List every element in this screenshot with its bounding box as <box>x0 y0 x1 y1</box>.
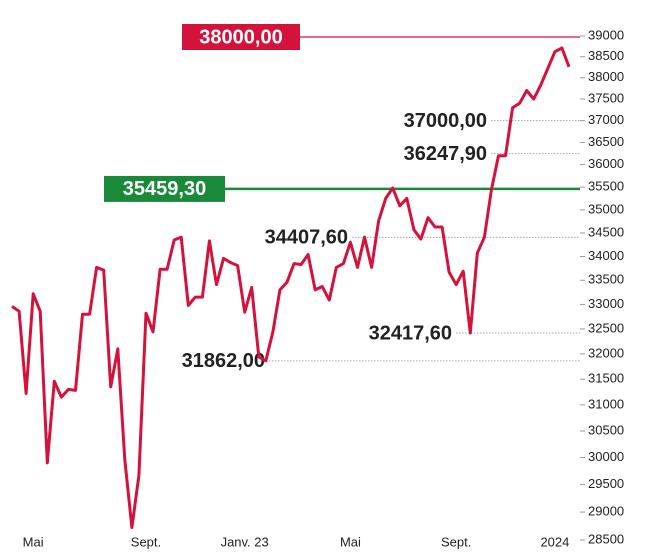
y-tick-label: 35500 <box>588 179 624 194</box>
y-tick-label: 39000 <box>588 27 624 42</box>
annotation-label: 37000,00 <box>404 110 487 132</box>
reference-label: 35459,30 <box>123 178 206 200</box>
y-tick-label: 32500 <box>588 320 624 335</box>
x-tick-label: Sept. <box>441 534 471 549</box>
y-tick-label: 31000 <box>588 396 624 411</box>
annotation-label: 32417,60 <box>369 322 452 344</box>
y-tick-label: 34500 <box>588 224 624 239</box>
annotation-label: 36247,90 <box>404 143 487 165</box>
y-tick-label: 31500 <box>588 371 624 386</box>
y-tick-label: 36000 <box>588 156 624 171</box>
y-tick-label: 36500 <box>588 134 624 149</box>
x-tick-label: Janv. 23 <box>221 534 269 549</box>
annotation-label: 34407,60 <box>265 227 348 249</box>
y-tick-label: 33000 <box>588 296 624 311</box>
x-tick-label: Sept. <box>131 534 161 549</box>
x-tick-label: Mai <box>23 534 44 549</box>
y-tick-label: 38500 <box>588 48 624 63</box>
top-label: 38000,00 <box>199 26 282 48</box>
y-tick-label: 32000 <box>588 345 624 360</box>
y-tick-label: 33500 <box>588 272 624 287</box>
y-tick-label: 38000 <box>588 69 624 84</box>
y-tick-label: 29500 <box>588 476 624 491</box>
y-tick-label: 37500 <box>588 90 624 105</box>
annotation-label: 31862,00 <box>182 350 265 372</box>
reference-box <box>104 175 225 202</box>
y-tick-label: 37000 <box>588 112 624 127</box>
top-box <box>182 24 300 50</box>
y-tick-label: 28500 <box>588 531 624 546</box>
y-tick-label: 35000 <box>588 201 624 216</box>
y-tick-label: 29000 <box>588 503 624 518</box>
y-tick-label: 30000 <box>588 449 624 464</box>
x-tick-label: Mai <box>340 534 361 549</box>
y-tick-label: 30500 <box>588 422 624 437</box>
y-tick-label: 34000 <box>588 248 624 263</box>
line-series <box>11 46 571 530</box>
x-tick-label: 2024 <box>540 534 569 549</box>
